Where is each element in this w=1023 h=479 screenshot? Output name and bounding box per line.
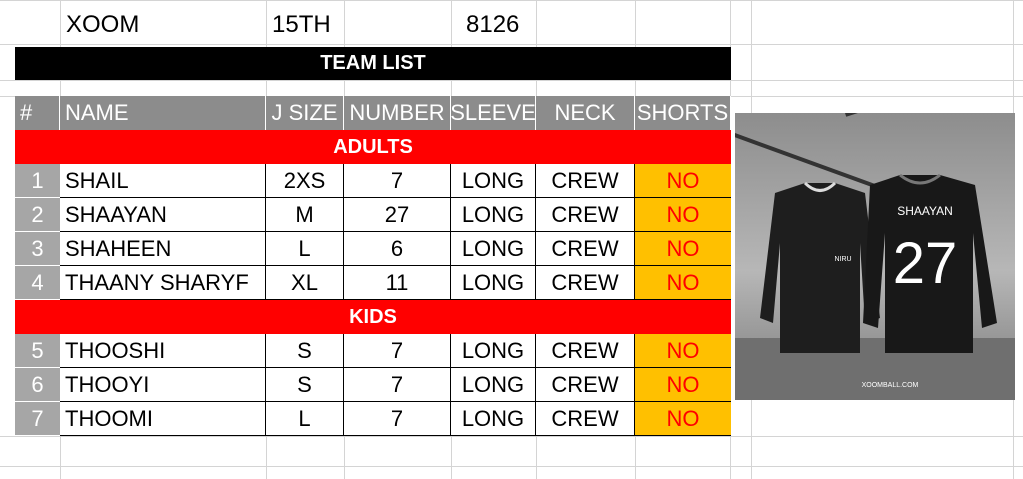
cell-size[interactable]: S (266, 368, 344, 402)
cell-sleeve[interactable]: LONG (451, 266, 536, 300)
cell-number[interactable]: 27 (344, 198, 451, 232)
jersey-chest-mark: NIRU (834, 256, 851, 263)
cell-number[interactable]: 7 (344, 164, 451, 198)
cell-n[interactable]: 1 (15, 164, 60, 198)
jersey-photo: SHAAYAN 27 NIRU XOOMBALL.COM (735, 113, 1015, 400)
cell-sleeve[interactable]: LONG (451, 198, 536, 232)
order-number-cell[interactable]: 8126 (466, 11, 520, 38)
header-j-size[interactable]: J SIZE (266, 96, 344, 130)
cell-name[interactable]: THOOMI (60, 402, 266, 436)
cell-shorts[interactable]: NO (635, 164, 731, 198)
cell-neck[interactable]: CREW (536, 232, 635, 266)
header-name[interactable]: NAME (60, 96, 266, 130)
cell-size[interactable]: L (266, 232, 344, 266)
cell-number[interactable]: 7 (344, 402, 451, 436)
cell-sleeve[interactable]: LONG (451, 334, 536, 368)
cell-size[interactable]: 2XS (266, 164, 344, 198)
cell-n[interactable]: 5 (15, 334, 60, 368)
jersey-footer-text: XOOMBALL.COM (862, 382, 919, 389)
cell-neck[interactable]: CREW (536, 368, 635, 402)
cell-neck[interactable]: CREW (536, 198, 635, 232)
cell-sleeve[interactable]: LONG (451, 402, 536, 436)
cell-number[interactable]: 7 (344, 334, 451, 368)
brand-cell[interactable]: XOOM (66, 11, 140, 38)
cell-shorts[interactable]: NO (635, 266, 731, 300)
jersey-illustration: SHAAYAN 27 NIRU XOOMBALL.COM (735, 113, 1015, 400)
cell-name[interactable]: SHAAYAN (60, 198, 266, 232)
cell-sleeve[interactable]: LONG (451, 368, 536, 402)
team-list-banner[interactable]: TEAM LIST (15, 47, 731, 80)
cell-neck[interactable]: CREW (536, 164, 635, 198)
cell-size[interactable]: XL (266, 266, 344, 300)
header-number[interactable]: NUMBER (344, 96, 451, 130)
cell-n[interactable]: 2 (15, 198, 60, 232)
cell-name[interactable]: THAANY SHARYF (60, 266, 266, 300)
cell-shorts[interactable]: NO (635, 402, 731, 436)
cell-number[interactable]: 11 (344, 266, 451, 300)
cell-number[interactable]: 6 (344, 232, 451, 266)
header-shorts[interactable]: SHORTS (635, 96, 731, 130)
cell-n[interactable]: 3 (15, 232, 60, 266)
cell-shorts[interactable]: NO (635, 334, 731, 368)
header-sleeve[interactable]: SLEEVE (451, 96, 536, 130)
cell-size[interactable]: S (266, 334, 344, 368)
cell-name[interactable]: THOOYI (60, 368, 266, 402)
jersey-back-name: SHAAYAN (897, 204, 953, 218)
cell-shorts[interactable]: NO (635, 198, 731, 232)
header-index[interactable]: # (15, 96, 60, 130)
cell-n[interactable]: 6 (15, 368, 60, 402)
cell-size[interactable]: L (266, 402, 344, 436)
header-neck[interactable]: NECK (536, 96, 635, 130)
cell-neck[interactable]: CREW (536, 334, 635, 368)
cell-n[interactable]: 4 (15, 266, 60, 300)
cell-n[interactable]: 7 (15, 402, 60, 436)
cell-shorts[interactable]: NO (635, 232, 731, 266)
cell-number[interactable]: 7 (344, 368, 451, 402)
date-cell[interactable]: 15TH (272, 11, 331, 38)
cell-name[interactable]: THOOSHI (60, 334, 266, 368)
cell-shorts[interactable]: NO (635, 368, 731, 402)
cell-sleeve[interactable]: LONG (451, 164, 536, 198)
cell-neck[interactable]: CREW (536, 266, 635, 300)
section-header-kids[interactable]: KIDS (15, 300, 731, 334)
jersey-back-number: 27 (893, 231, 958, 296)
cell-sleeve[interactable]: LONG (451, 232, 536, 266)
cell-name[interactable]: SHAHEEN (60, 232, 266, 266)
cell-neck[interactable]: CREW (536, 402, 635, 436)
section-header-adults[interactable]: ADULTS (15, 130, 731, 164)
cell-size[interactable]: M (266, 198, 344, 232)
cell-name[interactable]: SHAIL (60, 164, 266, 198)
